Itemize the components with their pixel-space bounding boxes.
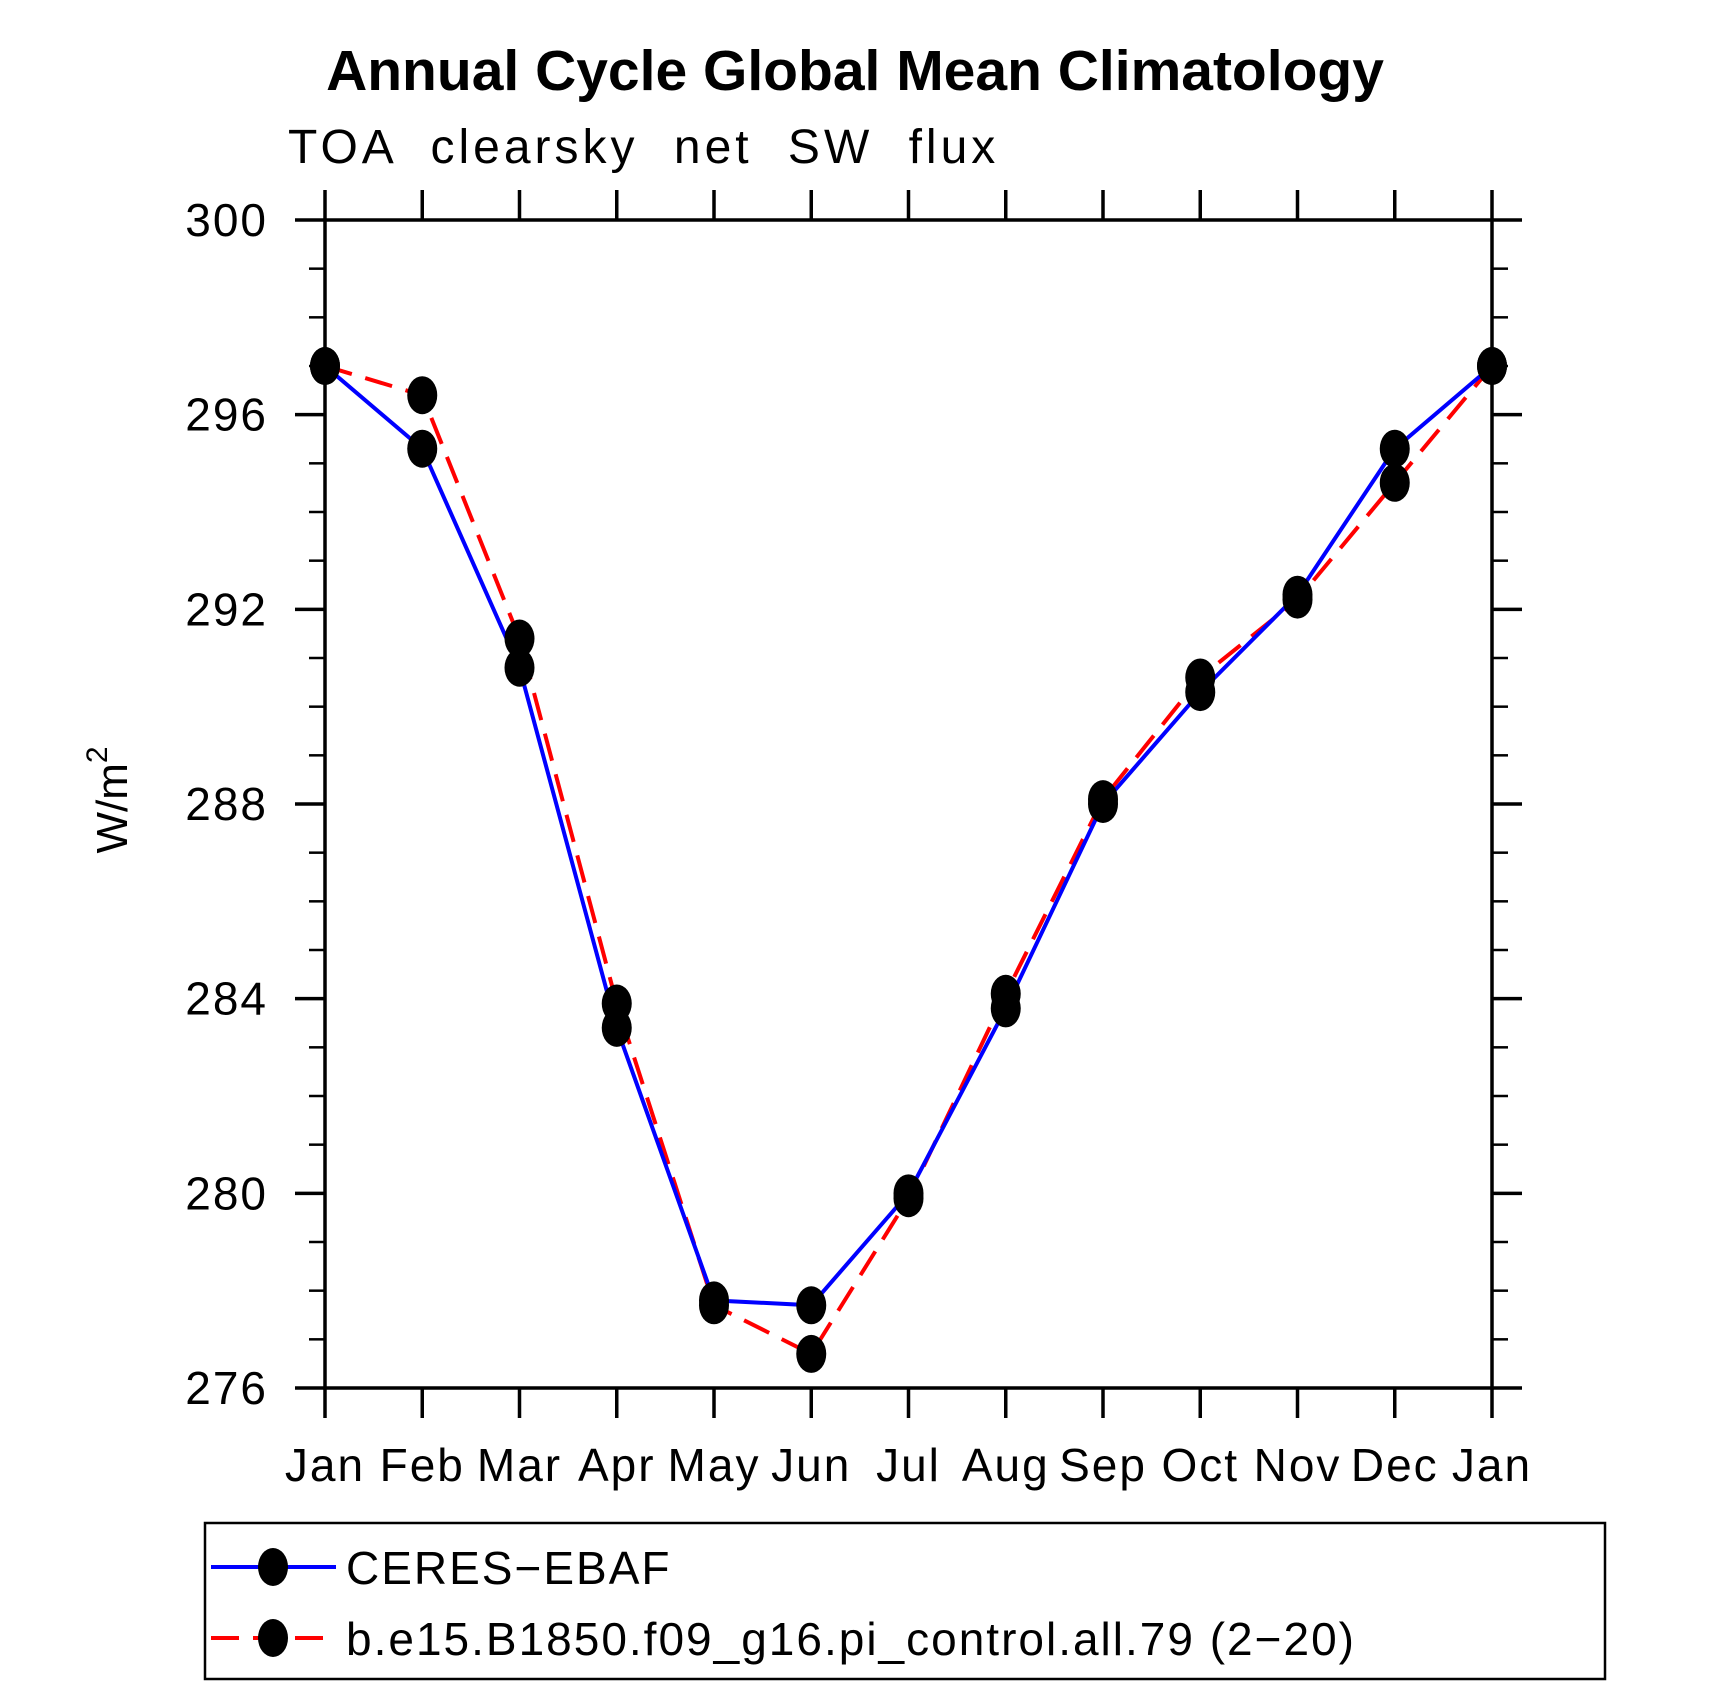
data-point-marker xyxy=(407,376,438,415)
data-point-marker xyxy=(893,1174,924,1213)
data-point-marker xyxy=(1379,429,1410,468)
y-axis-tick-label: 296 xyxy=(185,389,268,441)
x-axis-tick-label: Feb xyxy=(380,1439,465,1491)
plot-area: 276 280 284 288 292 296 300 Jan Feb Mar Apr May Jun J… xyxy=(81,190,1532,1491)
data-point-marker xyxy=(796,1334,827,1373)
x-axis-tick-label: Sep xyxy=(1059,1439,1147,1491)
data-point-marker xyxy=(796,1286,827,1325)
legend-samples xyxy=(211,1548,336,1657)
data-point-marker xyxy=(1477,347,1507,385)
legend-marker-sample xyxy=(258,1548,288,1586)
x-axis-tick-label: Dec xyxy=(1351,1439,1439,1491)
data-point-marker xyxy=(407,429,438,468)
data-point-marker xyxy=(310,347,340,385)
data-point-marker xyxy=(504,619,535,658)
data-point-marker xyxy=(699,1281,729,1320)
x-axis-tick-label: Aug xyxy=(962,1439,1050,1491)
x-axis-tick-label: Jan xyxy=(1452,1439,1532,1491)
x-axis-tick-label: Jun xyxy=(771,1439,851,1491)
x-axis-tick-label: Apr xyxy=(578,1439,656,1491)
legend-marker-sample xyxy=(258,1619,288,1657)
legend-label-model-run: b.e15.B1850.f09_g16.pi_control.all.79 (2… xyxy=(346,1613,1356,1665)
x-axis-tick-label: Jul xyxy=(876,1439,941,1491)
y-axis-tick-label: 280 xyxy=(185,1167,268,1219)
y-axis-tick-label: 292 xyxy=(185,583,268,635)
chart-title: Annual Cycle Global Mean Climatology xyxy=(326,39,1384,103)
x-axis-tick-label: Nov xyxy=(1254,1439,1342,1491)
data-point-marker xyxy=(990,989,1021,1028)
x-axis-tick-label: Oct xyxy=(1161,1439,1239,1491)
data-point-marker xyxy=(1185,673,1216,712)
x-axis-tick-label: Jan xyxy=(285,1439,365,1491)
data-point-marker xyxy=(601,1008,632,1047)
y-axis-tick-label: 288 xyxy=(185,778,268,830)
y-axis-tick-label: 300 xyxy=(185,194,268,246)
x-axis-tick-label: May xyxy=(668,1439,761,1491)
x-axis-tick-label: Mar xyxy=(477,1439,562,1491)
data-point-marker xyxy=(504,648,535,687)
chart-subtitle: TOA clearsky net SW flux xyxy=(288,121,999,174)
data-point-marker xyxy=(1088,785,1118,823)
y-axis-tick-label: 284 xyxy=(185,973,268,1025)
data-point-marker xyxy=(1379,463,1410,502)
legend: CERES−EBAF b.e15.B1850.f09_g16.pi_contro… xyxy=(203,1521,1607,1681)
data-point-marker xyxy=(1282,575,1313,614)
legend-label-ceres-ebaf: CERES−EBAF xyxy=(346,1542,672,1594)
series-line-ceres-ebaf xyxy=(323,364,1494,1308)
legend-box xyxy=(203,1521,1607,1681)
y-axis-label: W/m2 xyxy=(81,746,137,853)
y-axis-tick-label: 276 xyxy=(185,1362,268,1414)
